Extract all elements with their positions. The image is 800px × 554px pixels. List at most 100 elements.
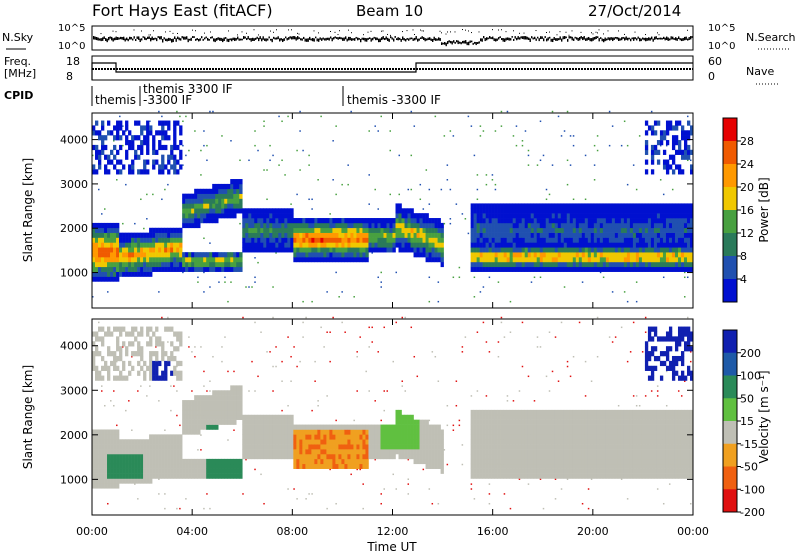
- power-cell: [605, 237, 610, 243]
- velocity-cell: [257, 453, 261, 460]
- power-cell: [680, 149, 685, 155]
- nsky-sample: [199, 38, 201, 41]
- power-cell: [596, 237, 601, 243]
- power-cell: [560, 203, 565, 209]
- power-cell: [428, 218, 432, 224]
- power-cell: [497, 208, 501, 214]
- power-cell: [545, 222, 550, 229]
- power-cell: [362, 218, 366, 224]
- nsearch-sample: [559, 31, 561, 33]
- power-cell: [371, 237, 375, 243]
- velocity-cell: [167, 439, 171, 445]
- velocity-cell: [395, 424, 399, 430]
- power-cell: [92, 237, 96, 243]
- power-cell: [374, 242, 378, 248]
- velocity-cell: [416, 444, 420, 450]
- power-cell: [533, 222, 538, 229]
- power-cell: [119, 252, 123, 258]
- velocity-cell: [164, 365, 168, 371]
- power-cell: [332, 237, 336, 243]
- power-noise: [146, 218, 148, 220]
- velocity-cell: [503, 444, 507, 450]
- nsky-sample: [118, 37, 120, 40]
- velocity-cell: [230, 390, 234, 396]
- power-cell: [278, 227, 282, 233]
- velocity-cell: [137, 341, 141, 347]
- power-cell: [413, 247, 417, 253]
- power-cell: [320, 232, 324, 238]
- power-cell: [230, 203, 234, 209]
- velocity-cell: [104, 468, 108, 474]
- power-cell: [362, 227, 366, 233]
- power-cell: [518, 261, 523, 268]
- velocity-cell: [473, 453, 477, 460]
- power-cell: [560, 232, 565, 238]
- velocity-cell: [200, 463, 204, 469]
- velocity-cell: [158, 360, 162, 367]
- nsky-sample: [309, 36, 311, 40]
- velocity-cell: [323, 439, 327, 445]
- velocity-cell: [476, 453, 480, 460]
- power-cell: [266, 232, 270, 238]
- nsky-sample: [318, 38, 320, 42]
- velocity-cell: [515, 409, 520, 416]
- power-cell: [161, 169, 165, 175]
- power-cell: [191, 218, 195, 224]
- power-cell: [95, 261, 99, 268]
- power-cell: [590, 237, 595, 243]
- power-cell: [182, 252, 186, 258]
- velocity-cell: [272, 444, 276, 450]
- power-cell: [686, 154, 691, 160]
- velocity-cell: [497, 414, 501, 420]
- power-cell: [404, 242, 408, 248]
- power-cell: [110, 261, 114, 268]
- velocity-cell: [92, 449, 96, 455]
- velocity-cell: [338, 434, 342, 440]
- power-cell: [482, 266, 486, 272]
- velocity-noise: [401, 380, 404, 382]
- nsky-sample: [286, 37, 288, 41]
- nsearch-sample: [270, 30, 271, 32]
- velocity-cell: [401, 424, 405, 430]
- power-cell: [98, 154, 102, 160]
- power-cell: [98, 164, 102, 170]
- power-cell: [644, 169, 649, 175]
- velocity-cell: [344, 429, 348, 435]
- velocity-cell: [425, 424, 429, 430]
- power-cell: [281, 242, 285, 248]
- power-cell: [491, 218, 495, 224]
- power-cell: [323, 242, 327, 248]
- velocity-cell: [278, 434, 282, 440]
- power-cell: [188, 213, 192, 219]
- power-cell: [92, 252, 96, 258]
- power-cell: [413, 218, 417, 224]
- power-cell: [407, 208, 411, 214]
- power-cell: [191, 222, 195, 229]
- power-noise: [149, 120, 151, 123]
- velocity-cell: [314, 453, 318, 460]
- power-cell: [263, 237, 267, 243]
- power-cell: [209, 198, 213, 204]
- power-cell: [398, 203, 402, 209]
- velocity-cell: [329, 458, 333, 465]
- power-cell: [569, 261, 574, 268]
- nsky-sample: [261, 38, 263, 42]
- power-noise: [470, 125, 473, 127]
- power-cell: [152, 247, 156, 253]
- velocity-cell: [374, 449, 378, 455]
- power-cell: [164, 261, 168, 268]
- power-cell: [260, 213, 264, 219]
- velocity-cell: [185, 404, 189, 411]
- power-cell: [650, 227, 655, 233]
- velocity-cell: [476, 424, 480, 430]
- nsky-sample: [544, 36, 546, 38]
- power-cell: [497, 242, 501, 248]
- power-cell: [668, 203, 673, 209]
- power-noise: [686, 115, 689, 118]
- power-cell: [602, 222, 607, 229]
- velocity-cell: [104, 331, 108, 337]
- velocity-cell: [236, 409, 240, 416]
- power-noise: [479, 291, 482, 293]
- power-noise: [593, 164, 596, 166]
- power-cell: [509, 232, 513, 238]
